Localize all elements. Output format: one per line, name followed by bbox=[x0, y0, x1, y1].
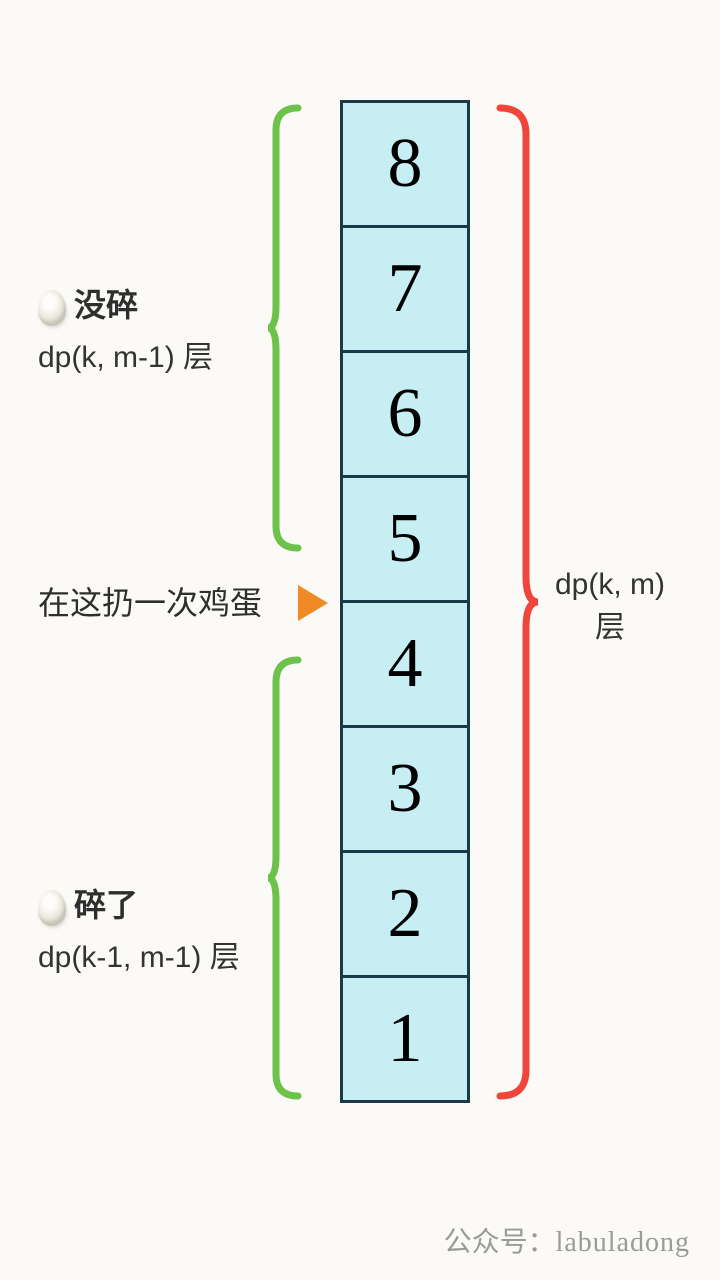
throw-arrow-icon bbox=[298, 585, 328, 621]
credit-name: labuladong bbox=[556, 1227, 690, 1258]
broken-formula: dp(k-1, m-1) 层 bbox=[38, 932, 240, 976]
credit-prefix: 公众号： bbox=[444, 1227, 556, 1258]
credit-line: 公众号：labuladong bbox=[444, 1220, 690, 1260]
label-throw-here: 在这扔一次鸡蛋 bbox=[38, 578, 262, 624]
throw-here-text: 在这扔一次鸡蛋 bbox=[38, 585, 262, 621]
not-broken-formula: dp(k, m-1) 层 bbox=[38, 332, 213, 376]
not-broken-title: 没碎 bbox=[74, 287, 138, 323]
broken-title: 碎了 bbox=[74, 887, 138, 923]
egg-icon bbox=[38, 890, 66, 926]
full-formula: dp(k, m) bbox=[555, 568, 665, 602]
label-full-range: dp(k, m) 层 bbox=[555, 568, 665, 646]
label-not-broken: 没碎 dp(k, m-1) 层 bbox=[38, 280, 213, 376]
egg-icon bbox=[38, 290, 66, 326]
label-broken: 碎了 dp(k-1, m-1) 层 bbox=[38, 880, 240, 976]
full-formula-unit: 层 bbox=[555, 602, 665, 646]
